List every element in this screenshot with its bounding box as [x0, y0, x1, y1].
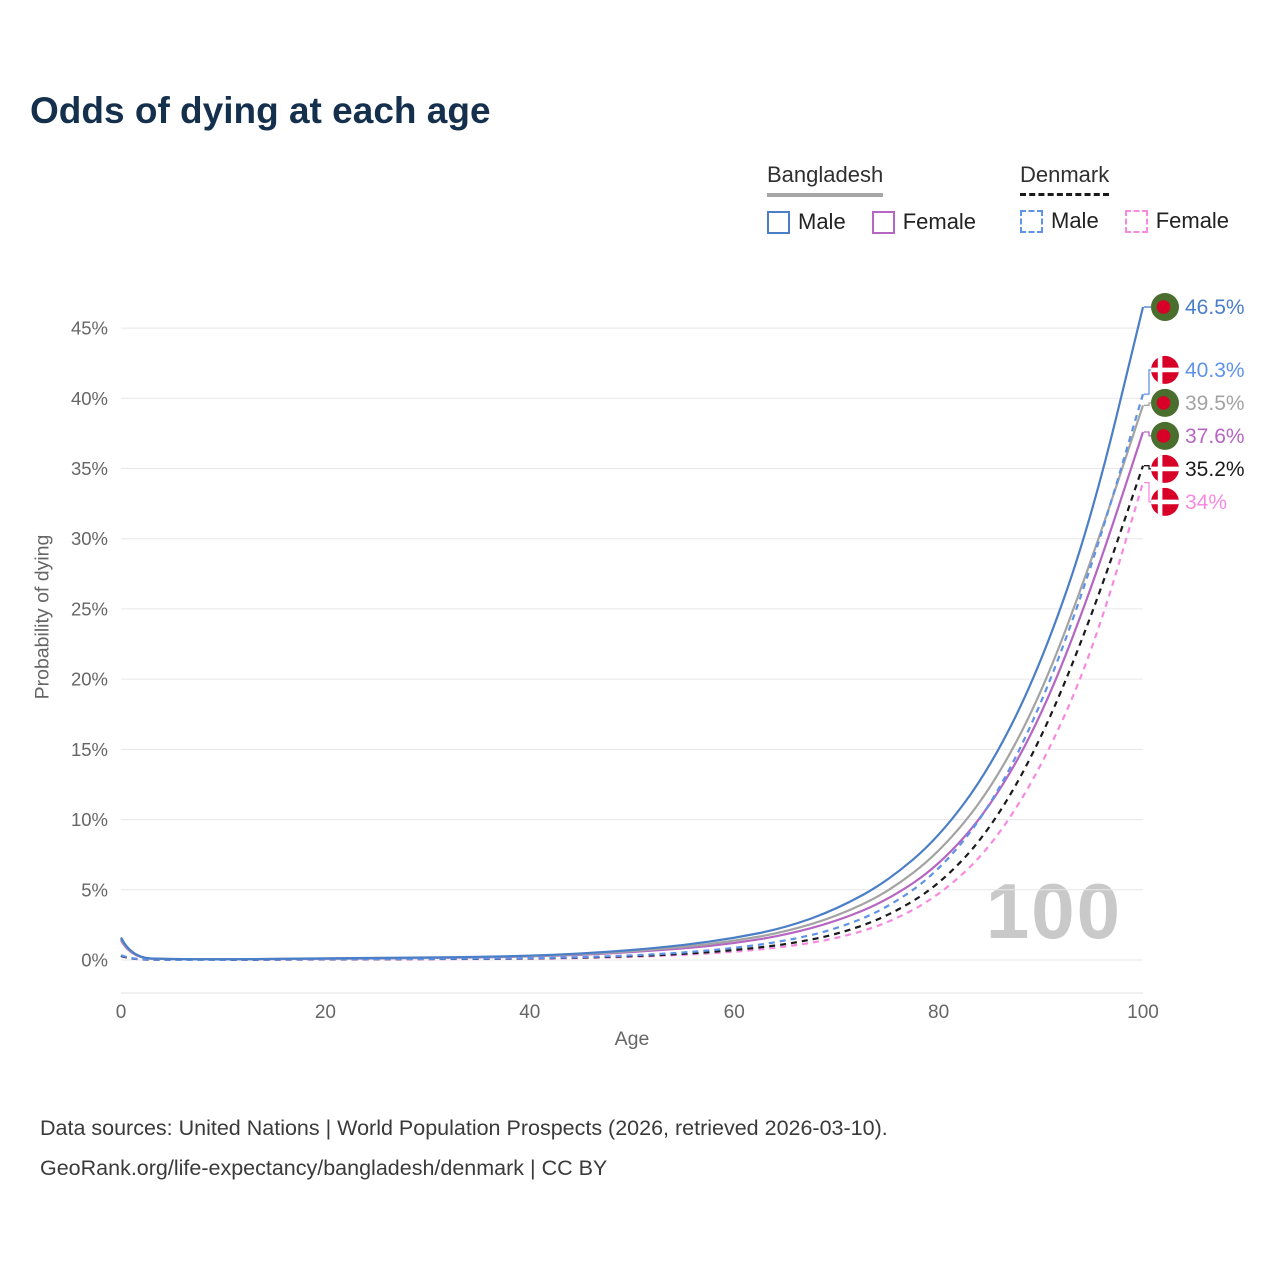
- y-tick-label: 25%: [71, 598, 108, 619]
- bd-flag-icon: [1151, 421, 1179, 450]
- x-tick-label: 0: [116, 1002, 127, 1023]
- highlighted-age-watermark: 100: [985, 867, 1122, 955]
- bangladesh-female-swatch-icon: [871, 210, 895, 234]
- legend-label-bangladesh-male: Male: [798, 209, 846, 234]
- series-line-dk-female: [120, 482, 1145, 962]
- y-tick-label: 20%: [71, 669, 108, 690]
- y-tick-label: 35%: [71, 458, 108, 479]
- legend-label-bangladesh-female: Female: [902, 209, 977, 234]
- legend-item-bangladesh-female[interactable]: Female: [871, 209, 977, 235]
- y-tick-label: 0%: [81, 950, 108, 971]
- end-label-bd-total: 39.5%: [1185, 392, 1245, 415]
- footer-data-sources: Data sources: United Nations | World Pop…: [40, 1116, 888, 1140]
- denmark-male-swatch-icon: [1020, 209, 1043, 233]
- series-line-bd-male: [120, 306, 1145, 961]
- dk-flag-icon: [1151, 355, 1179, 384]
- y-axis-title: Probability of dying: [31, 534, 54, 700]
- legend-label-denmark-female: Female: [1155, 208, 1230, 233]
- legend-item-denmark-male[interactable]: Male: [1020, 208, 1099, 234]
- bangladesh-male-swatch-icon: [767, 210, 790, 234]
- x-tick-label: 80: [928, 1002, 949, 1023]
- legend-country-bangladesh: Bangladesh: [767, 162, 884, 197]
- bd-flag-icon: [1151, 293, 1179, 322]
- x-tick-label: 60: [724, 1002, 745, 1023]
- end-label-bd-male: 46.5%: [1185, 296, 1245, 319]
- bd-flag-icon: [1151, 388, 1179, 417]
- x-axis-title: Age: [614, 1028, 650, 1050]
- y-tick-label: 5%: [81, 879, 108, 900]
- x-tick-label: 20: [315, 1002, 336, 1023]
- end-label-leader: [1144, 402, 1153, 406]
- series-line-bd-total: [120, 404, 1145, 961]
- end-label-dk-total: 35.2%: [1185, 458, 1245, 481]
- x-tick-label: 40: [519, 1002, 540, 1023]
- legend-group-denmark: Denmark Male Female: [1020, 162, 1229, 234]
- footer-attribution-link[interactable]: GeoRank.org/life-expectancy/bangladesh/d…: [40, 1156, 608, 1180]
- end-label-dk-female: 34%: [1185, 491, 1227, 514]
- x-tick-label: 100: [1127, 1002, 1159, 1023]
- legend-country-denmark: Denmark: [1020, 162, 1110, 196]
- end-label-dk-male: 40.3%: [1185, 359, 1245, 382]
- y-tick-label: 30%: [71, 528, 108, 549]
- legend-row-bangladesh: Male Female: [767, 209, 976, 235]
- end-label-leader: [1144, 481, 1153, 503]
- series-line-bd-female: [120, 431, 1145, 961]
- end-label-bd-female: 37.6%: [1185, 425, 1245, 448]
- footer: Data sources: United Nations | World Pop…: [40, 1108, 888, 1188]
- end-label-leader: [1144, 465, 1153, 470]
- dk-flag-icon: [1151, 487, 1179, 516]
- y-tick-label: 10%: [71, 809, 108, 830]
- legend-label-denmark-male: Male: [1051, 208, 1099, 233]
- denmark-female-swatch-icon: [1124, 209, 1148, 233]
- y-tick-label: 45%: [71, 318, 108, 339]
- y-tick-label: 40%: [71, 388, 108, 409]
- legend-item-denmark-female[interactable]: Female: [1124, 208, 1230, 234]
- series-line-dk-male: [120, 393, 1145, 962]
- series-line-dk-total: [120, 465, 1145, 962]
- end-label-leader: [1144, 369, 1153, 395]
- legend-row-denmark: Male Female: [1020, 208, 1229, 234]
- legend-group-bangladesh: Bangladesh Male Female: [767, 162, 976, 235]
- legend-item-bangladesh-male[interactable]: Male: [767, 209, 846, 235]
- page-title: Odds of dying at each age: [30, 90, 491, 131]
- end-label-leader: [1144, 431, 1153, 437]
- y-tick-label: 15%: [71, 739, 108, 760]
- dk-flag-icon: [1151, 454, 1179, 483]
